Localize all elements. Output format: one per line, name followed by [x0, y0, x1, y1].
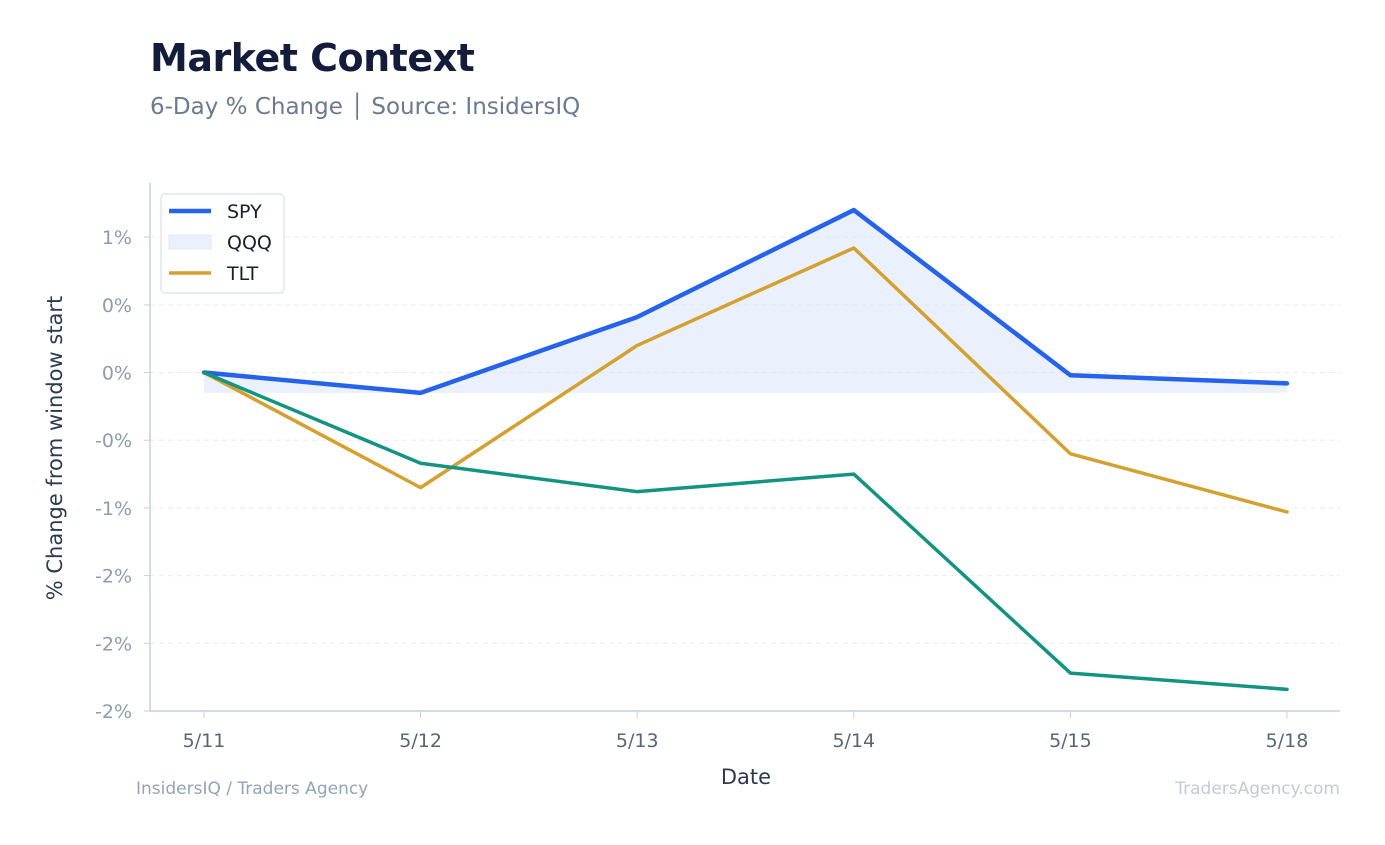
x-tick-label: 5/18	[1266, 730, 1309, 752]
legend: SPY QQQ TLT	[160, 193, 285, 294]
y-tick-label: -2%	[95, 633, 132, 655]
x-tick-label: 5/13	[616, 730, 659, 752]
y-tick-label: 0%	[102, 363, 132, 385]
x-tick-label: 5/12	[399, 730, 442, 752]
area-layer	[204, 210, 1287, 393]
y-axis-label: % Change from window start	[43, 296, 67, 601]
series-line-tlt	[202, 246, 1289, 514]
y-tick-label: -2%	[95, 566, 132, 588]
series-line-unlabeled	[202, 370, 1289, 692]
legend-box	[160, 193, 285, 294]
footer-credit: InsidersIQ / Traders Agency	[136, 779, 369, 799]
series-lines	[201, 207, 1290, 692]
legend-label: QQQ	[227, 232, 272, 254]
y-tick-label: -0%	[95, 430, 132, 452]
x-tick-label: 5/14	[832, 730, 875, 752]
legend-label: SPY	[227, 201, 262, 223]
page-title: Market Context	[150, 36, 475, 80]
y-tick-label: 0%	[102, 295, 132, 317]
y-tick-label: 1%	[102, 227, 132, 249]
legend-swatch	[168, 234, 212, 250]
series-line-spy	[201, 207, 1290, 396]
page-subtitle: 6-Day % Change │ Source: InsidersIQ	[150, 94, 581, 120]
footer-watermark: TradersAgency.com	[1175, 779, 1340, 799]
axes	[144, 183, 1340, 718]
tick-labels: 1% 0% 0% -0% -1% -2% -2% -2% 5/11 5/12 5/13 5/14 5/1…	[95, 227, 1308, 752]
series-area-qqq	[204, 210, 1287, 393]
legend-label: TLT	[226, 263, 259, 285]
x-axis-label: Date	[721, 765, 771, 789]
x-tick-label: 5/11	[183, 730, 226, 752]
y-tick-label: -2%	[95, 701, 132, 723]
y-tick-label: -1%	[95, 498, 132, 520]
x-tick-label: 5/15	[1049, 730, 1092, 752]
